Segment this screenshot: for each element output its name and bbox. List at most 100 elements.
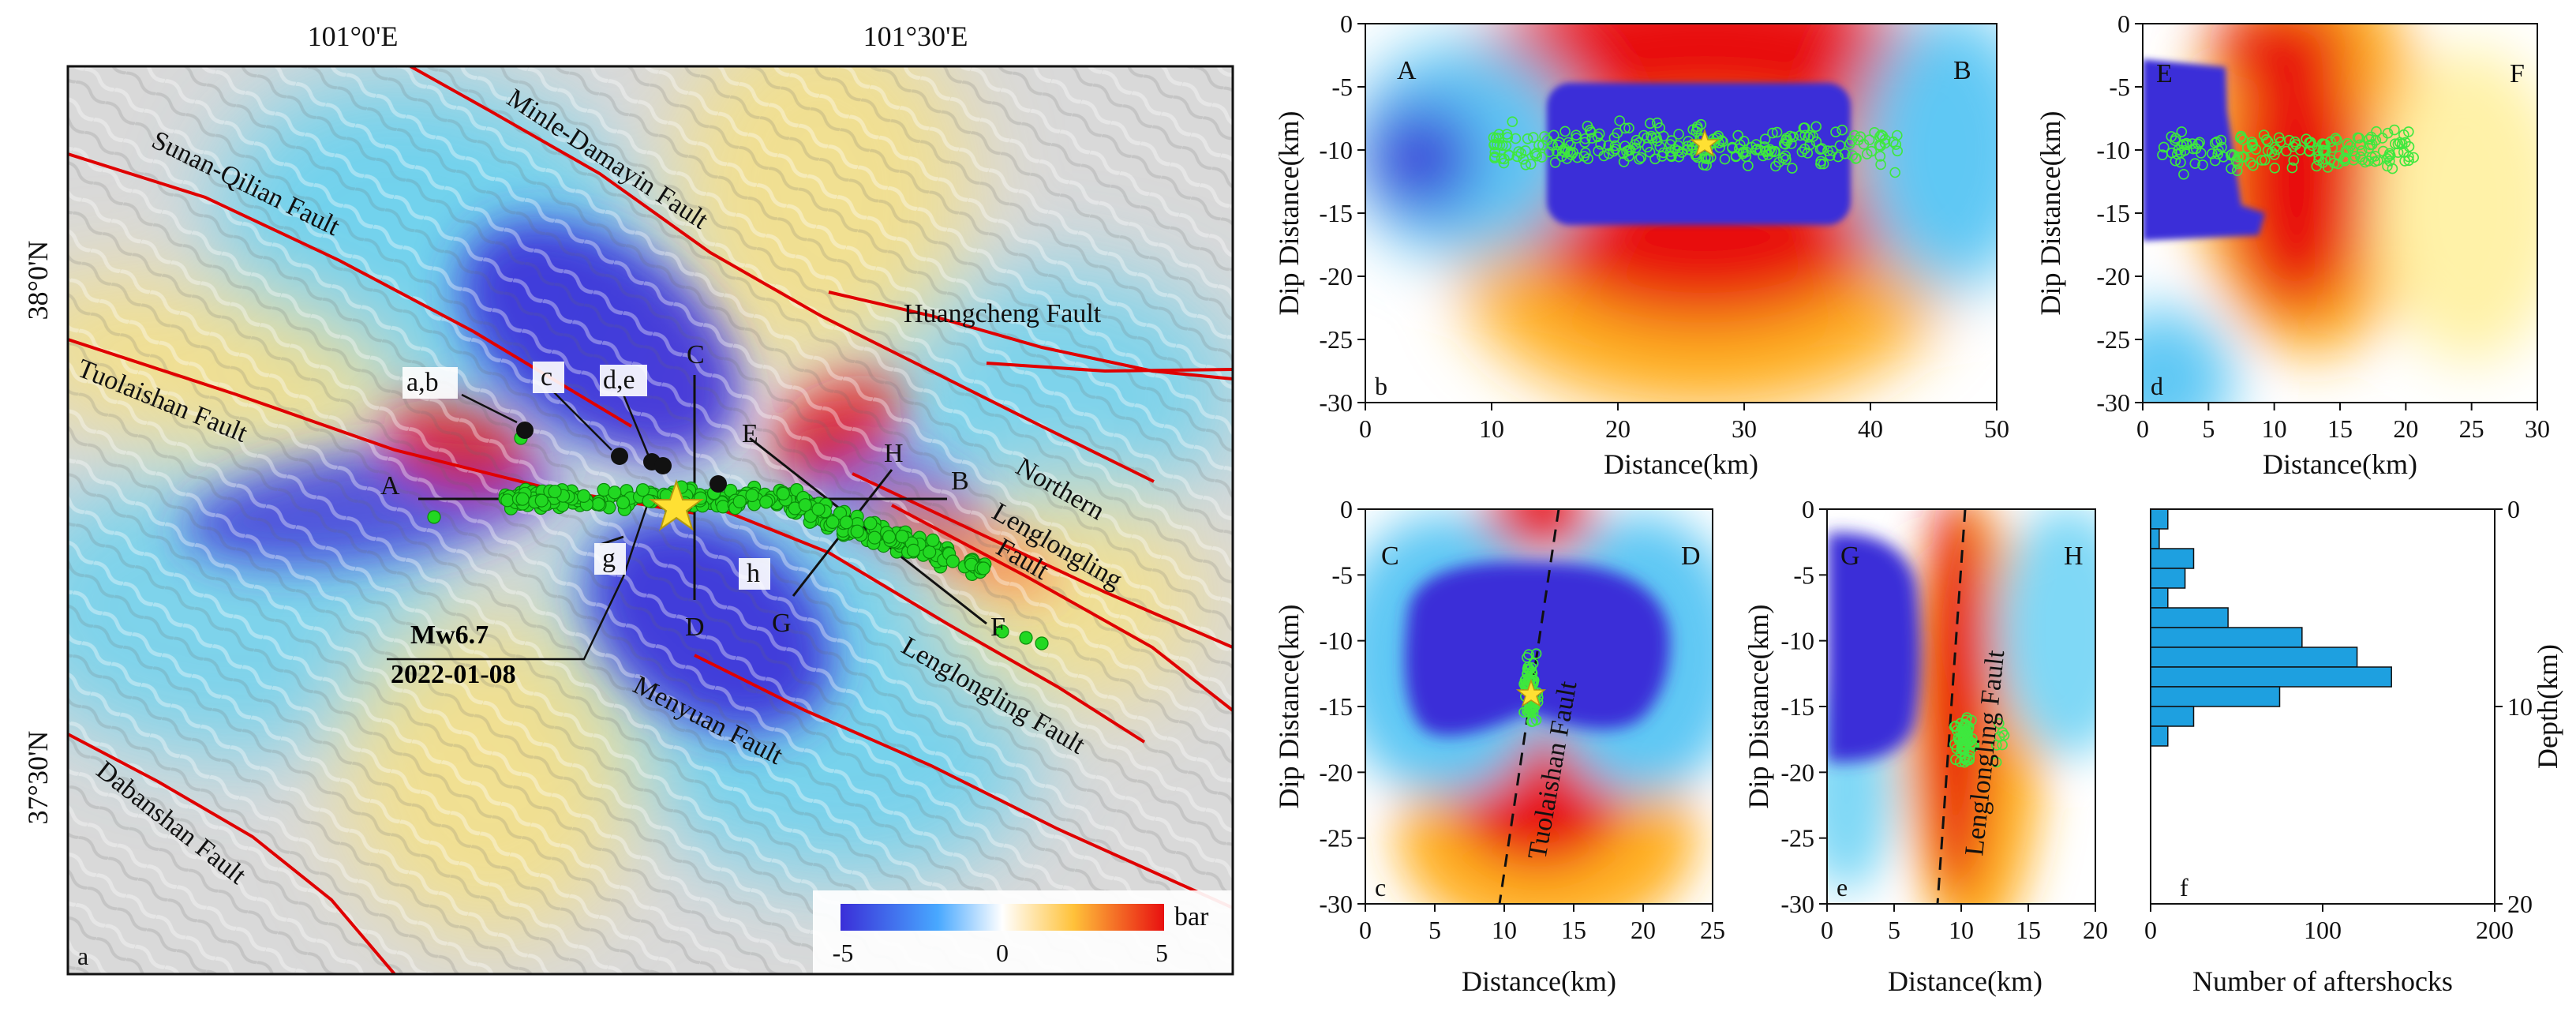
aftershock-ring [2259,155,2271,166]
aftershock-ring [1833,151,1844,163]
y-tick-label: -5 [1331,560,1353,589]
aftershock-ring [1525,159,1537,170]
section-label-e: E [742,419,758,448]
aftershock-ring [1861,148,1873,159]
aftershock-ring [2339,152,2350,163]
aftershock-ring [1565,140,1576,151]
aftershock-ring [1499,153,1510,165]
y-tick-label: -5 [1331,73,1353,101]
aftershock-ring [1719,153,1731,165]
aftershock-dot [906,543,921,558]
colorbar-unit: bar [1174,902,1209,931]
x-tick-label: 20 [1631,916,1656,944]
lat-tick-1: 38°0'N [22,241,54,320]
section-label-c: C [687,340,705,369]
aftershock-ring [1771,126,1783,138]
xlabel-c: Distance(km) [1462,965,1616,997]
aftershock-ring [2288,155,2300,166]
aftershock-ring [2235,130,2247,142]
aftershock-ring [2402,126,2414,137]
fault-label-huangcheng: Huangcheng Fault [904,299,1102,328]
aftershock-ring [2175,147,2186,159]
aftershock-ring [2216,141,2227,153]
aftershock-ring [1549,157,1561,168]
aftershock-ring [1738,136,1750,147]
lon-tick-1: 101°0'E [308,21,399,52]
section-left-label: C [1381,542,1399,571]
mainshock-date: 2022-01-08 [391,660,516,689]
aftershock-ring [1863,134,1875,145]
aftershock-ring [2382,127,2394,139]
aftershock-ring [2194,137,2205,148]
aftershock-ring [1951,725,1963,737]
aftershock-ring [1644,147,1656,158]
aftershock-ring [1520,159,1532,171]
aftershock-ring [1815,158,1826,170]
aftershock-dot [500,493,515,508]
aftershock-dot [515,492,530,506]
aftershock-dot [745,488,759,503]
y-tick-label: 0 [2117,9,2130,38]
aftershock-ring [2356,145,2368,156]
aftershock-ring [2256,155,2267,166]
x-tick-label: 20 [1605,414,1631,443]
aftershock-ring [1559,126,1571,137]
aftershock-ring [1623,122,1634,133]
aftershock-ring [1530,148,1542,159]
aftershock-ring [1522,668,1533,680]
section-right-label: F [2510,59,2525,88]
aftershock-ring [1578,151,1590,162]
x-tick-label: 10 [1479,414,1504,443]
x-tick-label: 10 [1949,916,1974,944]
aftershock-ring [1595,139,1606,150]
histogram-bar [2150,568,2186,589]
aftershock-dot [839,515,854,530]
aftershock-dot [548,485,562,499]
depth-histogram: 0 100 200 0 10 20 f Number of aftershocks Dep… [2144,495,2563,997]
aftershock-ring [2281,145,2292,157]
aftershock-ring [2408,152,2420,163]
y-tick-label: -30 [1319,388,1353,417]
aftershock-dot [635,483,650,497]
y-tick-label: -25 [1319,325,1353,354]
x-tick-label: 25 [2459,414,2484,443]
aftershock-dot [798,498,812,512]
aftershock-ring [1961,755,1972,766]
section-left-label: E [2156,59,2173,88]
aftershock-dot [826,515,840,530]
aftershock-ring [1964,752,1975,763]
aftershock-ring [1826,145,1838,156]
aftershock-ring [1652,135,1663,147]
map-panel: Sunan-Qilian Fault Minle-Damayin Fault H… [22,21,1234,976]
mainshock-star [1689,128,1720,157]
aftershock-dot [591,497,605,512]
section-label-h: H [884,439,904,468]
aftershock-ring [2330,133,2342,144]
aftershock-ring [2313,151,2325,162]
aftershock-ring [1743,160,1754,171]
aftershock-ring [1837,124,1848,136]
aftershock-ring [1759,133,1771,144]
colorbar-tick-min: -5 [833,939,854,967]
aftershock-ring [1614,115,1626,126]
aftershock-ring [2181,139,2192,151]
aftershock-ring [1834,140,1846,152]
aftershock-ring [1561,153,1573,164]
aftershock-dot [716,500,730,514]
aftershock-dot [608,485,622,500]
aftershock-ring [2189,158,2201,169]
aftershock-ring [2269,163,2281,174]
aftershock-ring [2363,156,2374,167]
x-tick-label: 30 [2525,414,2550,443]
ylabel-d: Dip Distance(km) [2035,111,2066,316]
aftershock-dot [895,529,909,544]
aftershock-ring [1559,143,1571,155]
y-tick-label: -30 [1319,890,1353,918]
aftershock-cloud [427,431,1049,650]
section-label-d: D [685,613,705,642]
hist-ylabel: Depth(km) [2532,644,2563,769]
aftershock-ring [1603,148,1615,159]
x-tick-label: 15 [2327,414,2353,443]
y-tick-label: 20 [2507,890,2533,918]
aftershock-ring [1649,153,1661,165]
